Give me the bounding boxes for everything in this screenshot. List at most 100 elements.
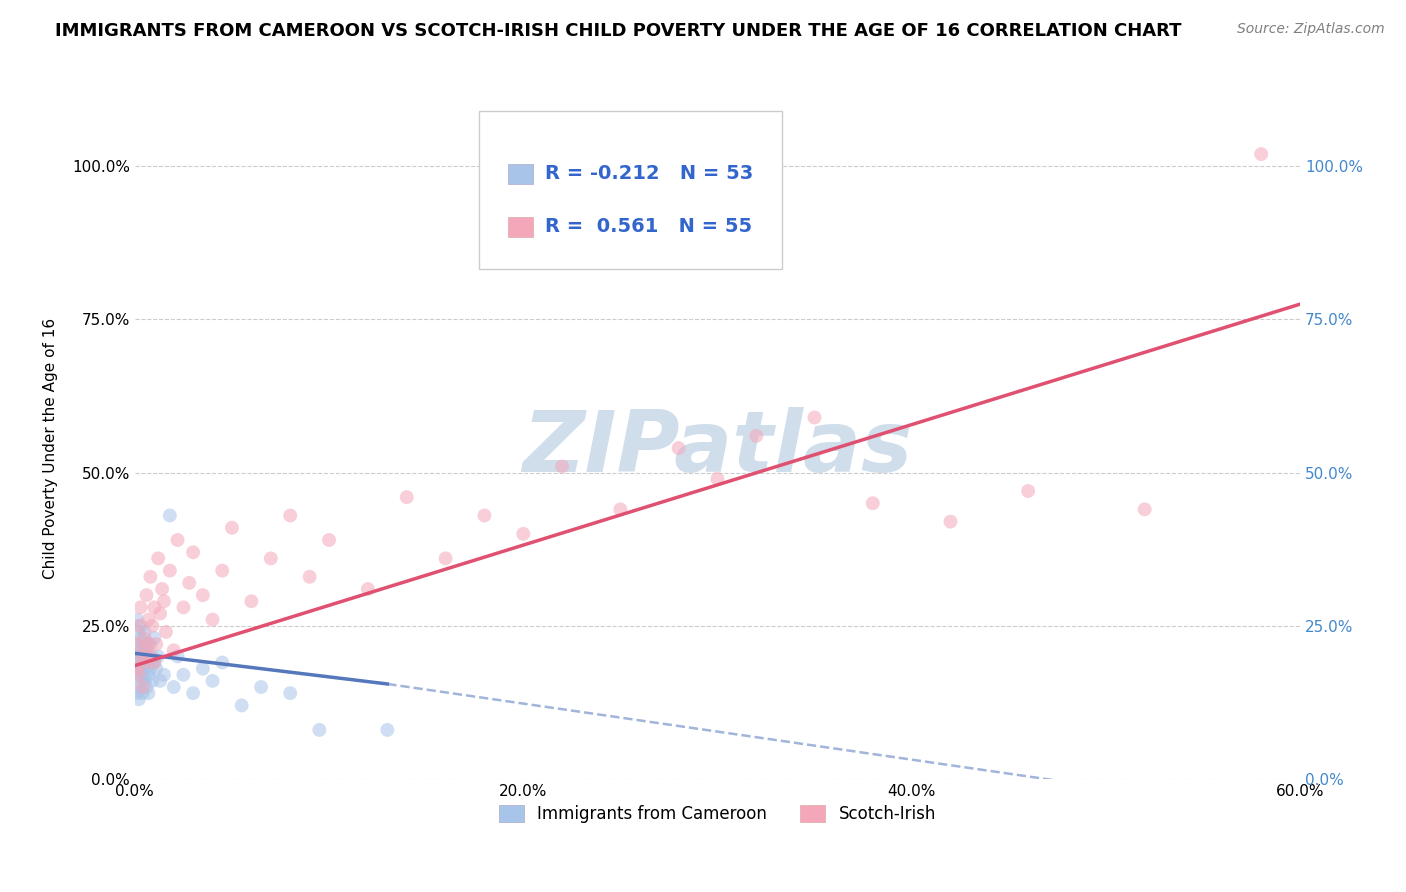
- Point: [179, 575, 201, 590]
- Point: [1250, 147, 1272, 161]
- Point: [181, 686, 204, 700]
- Point: [166, 649, 188, 664]
- Point: [357, 582, 380, 596]
- Point: [434, 551, 457, 566]
- Point: [395, 490, 418, 504]
- Point: [139, 637, 162, 651]
- Point: [139, 662, 162, 676]
- Point: [149, 673, 172, 688]
- Text: R =  0.561   N = 55: R = 0.561 N = 55: [546, 217, 752, 236]
- Point: [141, 619, 163, 633]
- Point: [146, 551, 169, 566]
- Text: Source: ZipAtlas.com: Source: ZipAtlas.com: [1237, 22, 1385, 37]
- Point: [141, 649, 163, 664]
- Point: [128, 667, 150, 681]
- Point: [145, 662, 167, 676]
- Point: [609, 502, 631, 516]
- Point: [474, 508, 496, 523]
- Point: [145, 637, 167, 651]
- Point: [939, 515, 962, 529]
- Bar: [508, 217, 533, 237]
- Point: [134, 631, 156, 645]
- Point: [135, 588, 157, 602]
- Point: [134, 673, 156, 688]
- Point: [231, 698, 253, 713]
- Point: [135, 637, 157, 651]
- Point: [141, 673, 163, 688]
- Point: [125, 613, 148, 627]
- Bar: [508, 164, 533, 184]
- Point: [139, 649, 162, 664]
- Point: [318, 533, 340, 547]
- Point: [191, 588, 214, 602]
- Point: [191, 662, 214, 676]
- Point: [131, 680, 153, 694]
- Point: [260, 551, 283, 566]
- Point: [128, 692, 150, 706]
- Point: [153, 667, 176, 681]
- Point: [143, 631, 166, 645]
- Point: [551, 459, 574, 474]
- Point: [138, 637, 160, 651]
- Point: [135, 643, 157, 657]
- Point: [135, 656, 157, 670]
- Point: [131, 637, 153, 651]
- Point: [138, 649, 160, 664]
- Point: [131, 667, 153, 681]
- Point: [131, 649, 153, 664]
- Text: IMMIGRANTS FROM CAMEROON VS SCOTCH-IRISH CHILD POVERTY UNDER THE AGE OF 16 CORRE: IMMIGRANTS FROM CAMEROON VS SCOTCH-IRISH…: [55, 22, 1182, 40]
- Point: [172, 600, 194, 615]
- Point: [129, 649, 152, 664]
- Point: [125, 649, 148, 664]
- Point: [134, 662, 156, 676]
- Point: [862, 496, 884, 510]
- Point: [1133, 502, 1156, 516]
- Point: [139, 570, 162, 584]
- Point: [745, 429, 768, 443]
- Point: [706, 472, 728, 486]
- Point: [125, 662, 148, 676]
- Point: [138, 613, 160, 627]
- Point: [128, 680, 150, 694]
- Point: [278, 508, 301, 523]
- Text: R = -0.212   N = 53: R = -0.212 N = 53: [546, 164, 754, 183]
- Point: [166, 533, 188, 547]
- Point: [159, 564, 181, 578]
- Point: [128, 624, 150, 639]
- Point: [250, 680, 273, 694]
- Point: [125, 637, 148, 651]
- Point: [221, 521, 243, 535]
- Point: [143, 656, 166, 670]
- Point: [153, 594, 176, 608]
- Point: [129, 631, 152, 645]
- Point: [146, 649, 169, 664]
- Point: [134, 643, 156, 657]
- Point: [135, 680, 157, 694]
- Point: [159, 508, 181, 523]
- Point: [128, 667, 150, 681]
- Point: [201, 613, 224, 627]
- Legend: Immigrants from Cameroon, Scotch-Irish: Immigrants from Cameroon, Scotch-Irish: [492, 798, 943, 830]
- Point: [803, 410, 825, 425]
- Y-axis label: Child Poverty Under the Age of 16: Child Poverty Under the Age of 16: [44, 318, 58, 579]
- Point: [125, 637, 148, 651]
- Point: [240, 594, 263, 608]
- Point: [134, 656, 156, 670]
- Point: [125, 662, 148, 676]
- Point: [1017, 483, 1039, 498]
- Point: [172, 667, 194, 681]
- Point: [375, 723, 398, 737]
- Point: [181, 545, 204, 559]
- Point: [163, 643, 186, 657]
- Point: [668, 441, 690, 455]
- Point: [129, 673, 152, 688]
- Point: [128, 643, 150, 657]
- Point: [211, 564, 233, 578]
- Point: [143, 656, 166, 670]
- Point: [308, 723, 330, 737]
- Point: [129, 662, 152, 676]
- Point: [138, 686, 160, 700]
- Point: [131, 686, 153, 700]
- Point: [143, 600, 166, 615]
- Text: ZIPatlas: ZIPatlas: [522, 407, 912, 490]
